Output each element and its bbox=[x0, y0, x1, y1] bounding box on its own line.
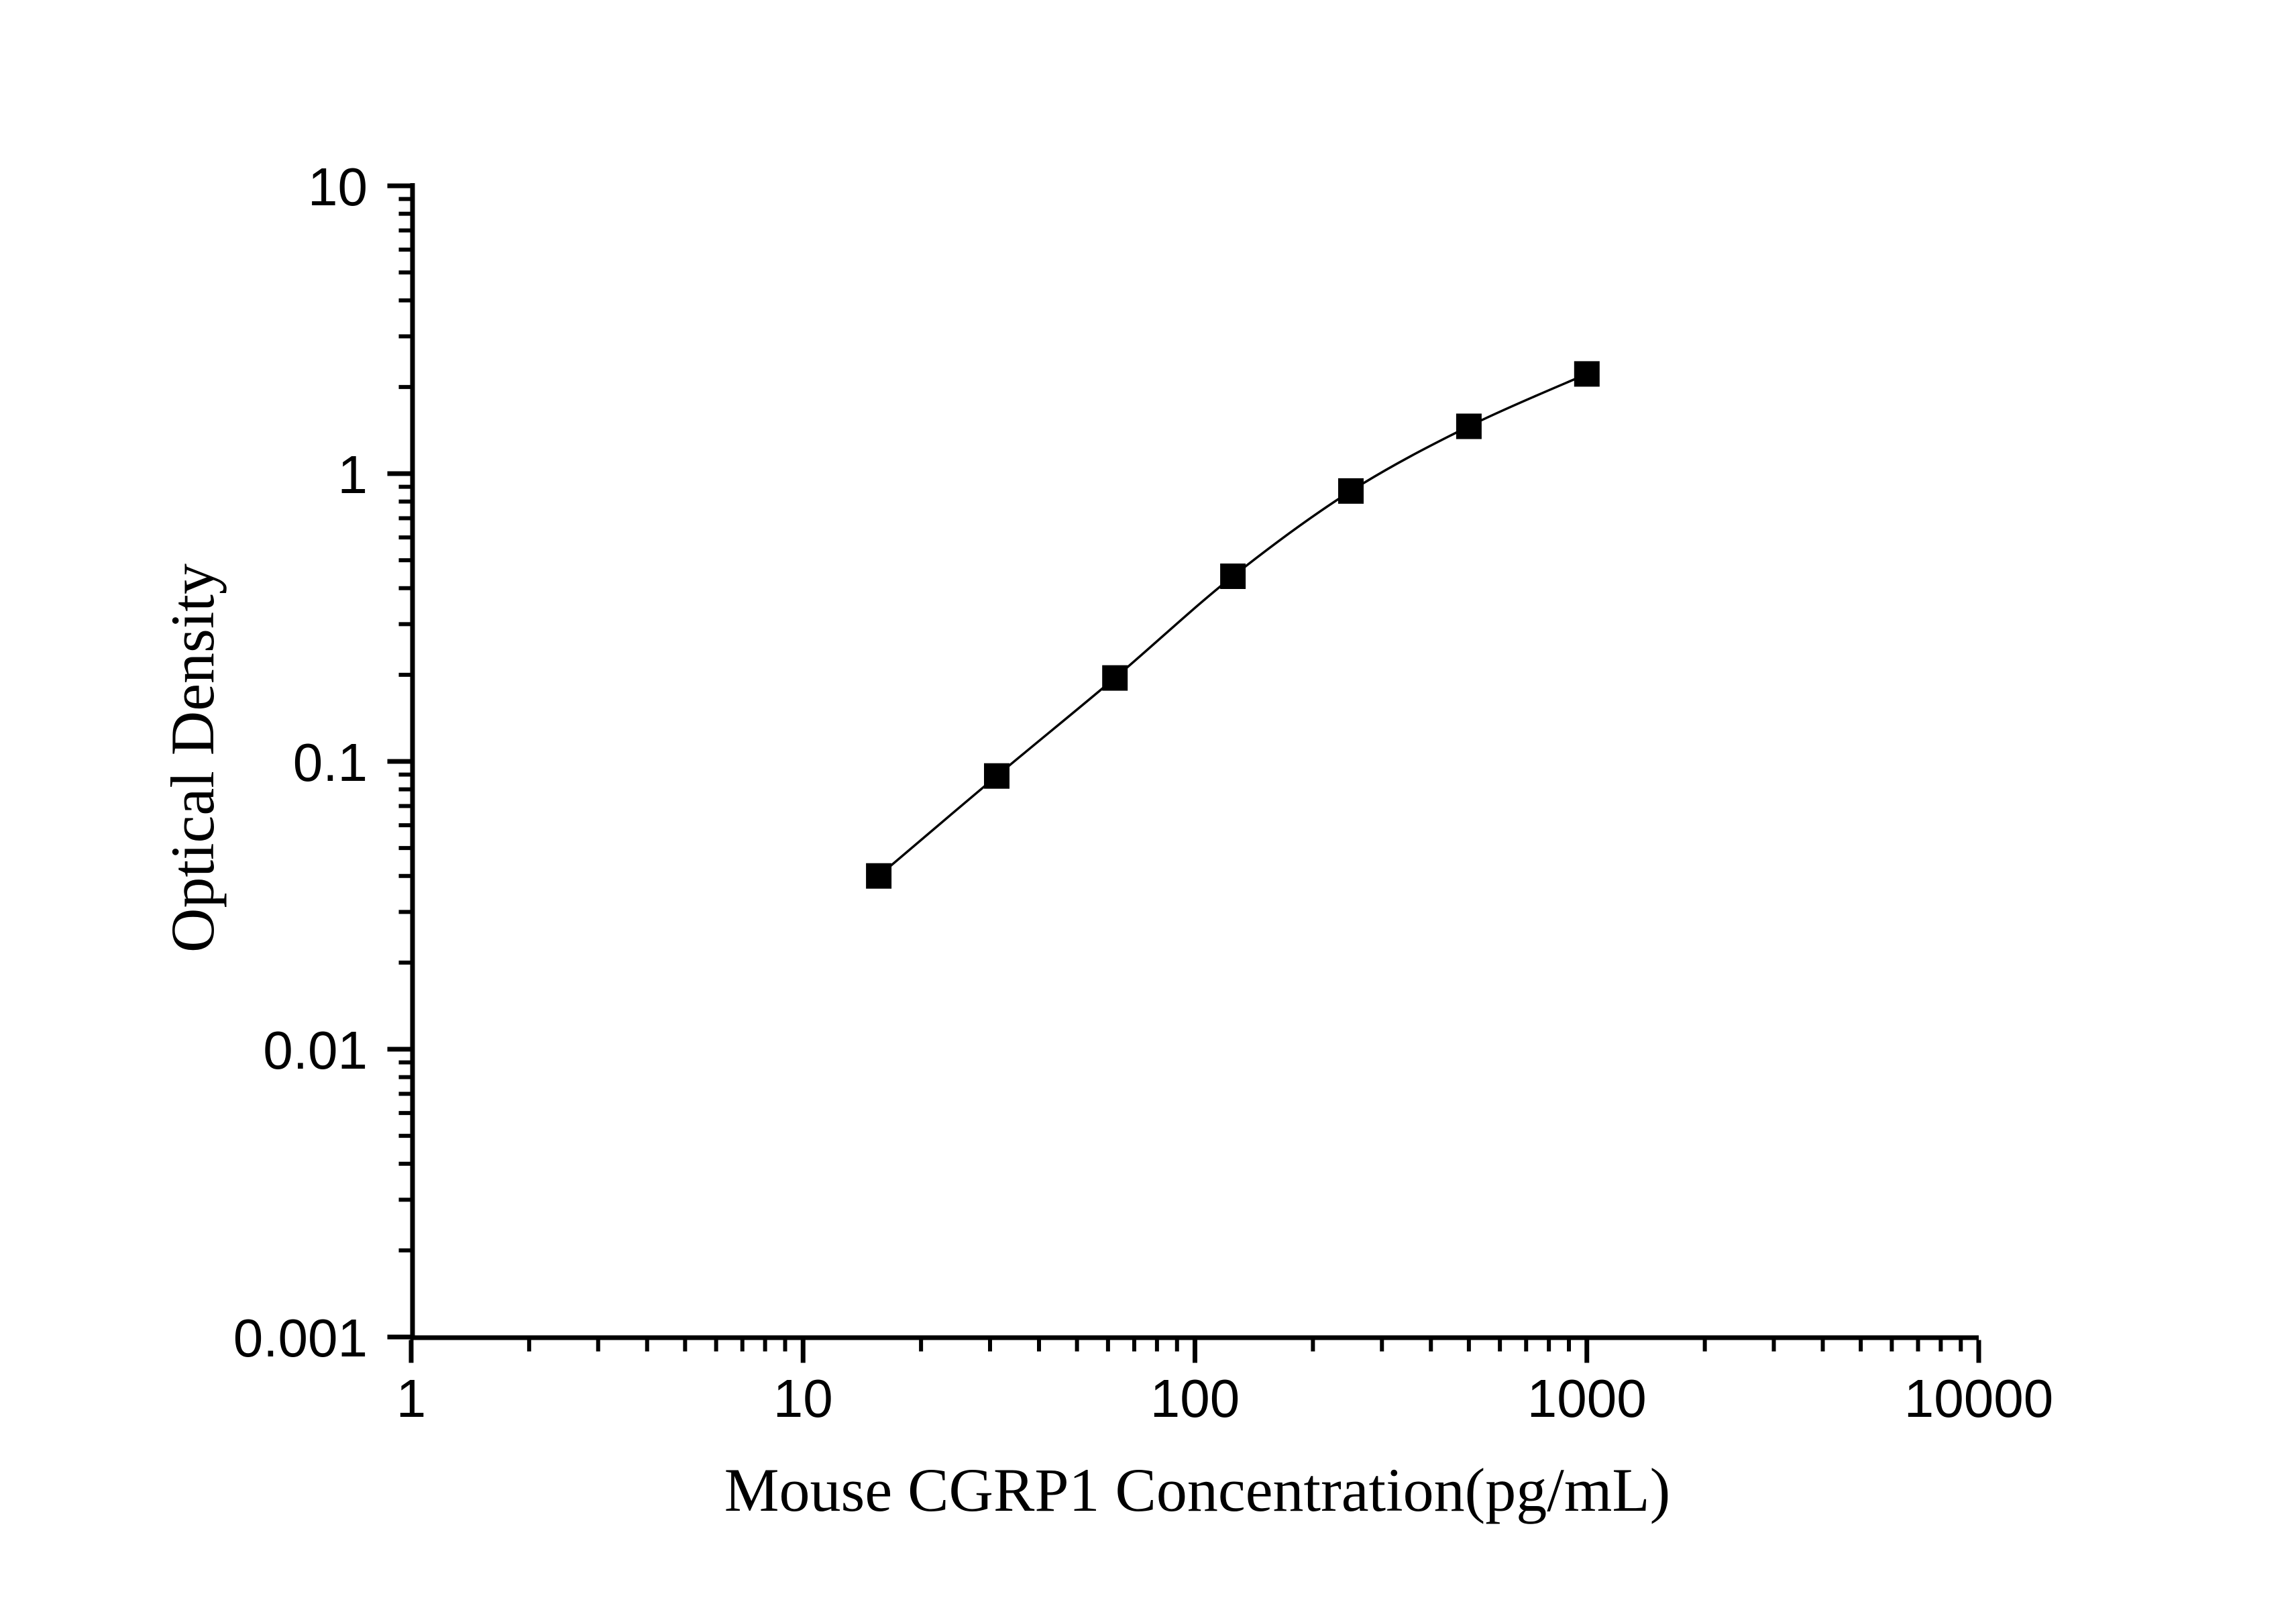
data-point-marker bbox=[1456, 413, 1482, 439]
x-tick-label: 1000 bbox=[1527, 1369, 1647, 1428]
standard-curve-line bbox=[877, 372, 1588, 877]
x-tick-label: 1 bbox=[396, 1369, 427, 1428]
data-point-marker bbox=[1102, 665, 1128, 691]
x-tick-label: 10 bbox=[773, 1369, 833, 1428]
axes bbox=[387, 183, 1981, 1363]
data-point-markers bbox=[866, 361, 1600, 889]
data-point-marker bbox=[984, 763, 1009, 789]
x-tick-label: 10000 bbox=[1904, 1369, 2053, 1428]
y-tick-label: 10 bbox=[308, 157, 368, 217]
data-point-marker bbox=[1574, 361, 1600, 387]
x-axis-title: Mouse CGRP1 Concentration(pg/mL) bbox=[724, 1456, 1671, 1524]
y-tick-label: 0.01 bbox=[263, 1020, 368, 1080]
y-axis-title: Optical Density bbox=[158, 564, 227, 953]
data-point-marker bbox=[1220, 564, 1246, 589]
y-tick-label: 0.1 bbox=[293, 733, 368, 792]
tick-labels: 10 1 0.1 0.01 0.001 1 10 100 1000 10000 bbox=[233, 157, 2053, 1428]
y-tick-label: 1 bbox=[338, 445, 368, 504]
y-tick-label: 0.001 bbox=[233, 1308, 368, 1368]
x-tick-label: 100 bbox=[1150, 1369, 1240, 1428]
data-point-marker bbox=[866, 863, 892, 889]
data-point-marker bbox=[1338, 478, 1364, 504]
